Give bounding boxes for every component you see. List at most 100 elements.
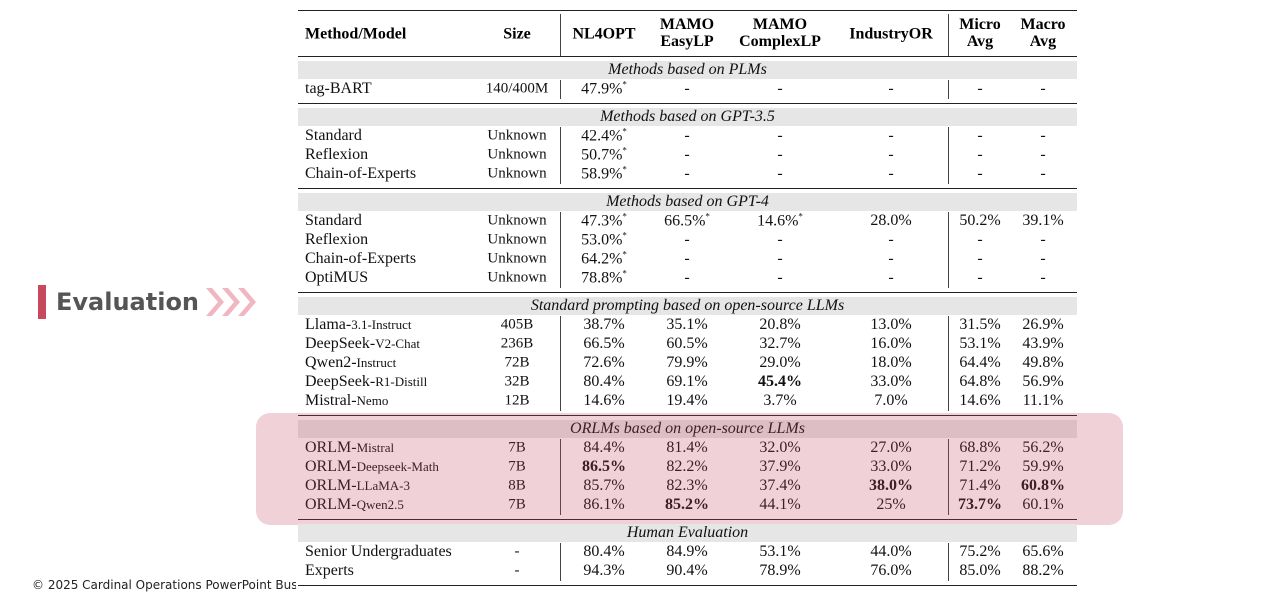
score: 60.8% — [1021, 477, 1065, 495]
method-variant: Instruct — [356, 355, 397, 370]
score: - — [977, 80, 983, 97]
method-base: OptiMUS — [305, 269, 369, 286]
score-value: 60.8% — [1021, 477, 1065, 494]
score: 82.3% — [666, 477, 708, 494]
score-value: 64.2% — [581, 250, 623, 268]
score: 85.7% — [583, 477, 625, 494]
score: 53.1% — [959, 335, 1001, 352]
score: - — [888, 269, 894, 286]
score: 53.0%* — [581, 230, 627, 249]
score-value: 78.8% — [581, 269, 623, 287]
chevrons — [206, 288, 256, 316]
column-header: IndustryOR — [849, 26, 933, 43]
score: 80.4% — [583, 373, 625, 390]
size: 405B — [500, 316, 534, 333]
column-header-line: Micro — [959, 16, 1001, 33]
score: - — [888, 80, 894, 97]
top-rule — [298, 10, 1077, 12]
score: 85.2% — [665, 496, 709, 514]
score: 18.0% — [870, 354, 912, 371]
score: 44.1% — [759, 496, 801, 513]
method-variant: Mistral — [356, 440, 395, 455]
score-value: 50.7% — [581, 146, 623, 164]
score: 33.0% — [870, 458, 912, 475]
score: 50.2% — [959, 212, 1001, 229]
score: 94.3% — [583, 562, 625, 579]
column-header: NL4OPT — [572, 26, 635, 43]
column-header: Method/Model — [305, 26, 406, 43]
column-divider — [560, 14, 561, 56]
score: 11.1% — [1022, 392, 1064, 409]
score: 80.4% — [583, 543, 625, 560]
size: Unknown — [487, 146, 547, 163]
score-value: 38.0% — [869, 477, 913, 494]
column-divider — [948, 372, 949, 392]
column-header-line: Size — [503, 25, 531, 43]
score: 71.4% — [959, 477, 1001, 494]
score-value: 85.2% — [665, 496, 709, 513]
group-rule — [298, 292, 1077, 294]
column-header: MAMO ComplexLP — [739, 16, 821, 50]
column-header-line: Method/Model — [305, 25, 407, 43]
score: 38.7% — [583, 316, 625, 333]
column-divider — [948, 457, 949, 477]
method-name: OptiMUS — [305, 269, 368, 287]
column-header-line: NL4OPT — [572, 25, 636, 43]
column-divider — [560, 476, 561, 496]
score: 64.2%* — [581, 249, 627, 268]
highlight — [256, 413, 1123, 525]
column-header: Size — [503, 26, 531, 43]
method-name: ORLM-Mistral — [305, 439, 394, 457]
column-divider — [948, 315, 949, 335]
score: 31.5% — [959, 316, 1001, 333]
footnote-mark: * — [622, 126, 627, 137]
score: 28.0% — [870, 212, 912, 229]
score: 64.4% — [959, 354, 1001, 371]
column-divider — [948, 164, 949, 184]
score: 75.2% — [959, 543, 1001, 560]
group-rule — [298, 103, 1077, 105]
score-value: 45.4% — [758, 373, 802, 390]
column-divider — [560, 315, 561, 335]
method-name: Senior Undergraduates — [305, 543, 452, 561]
method-base: ORLM- — [305, 458, 357, 475]
group-title: Methods based on GPT-4 — [606, 193, 769, 210]
footnote-mark: * — [622, 211, 627, 222]
score: 45.4% — [758, 373, 802, 391]
score: 13.0% — [870, 316, 912, 333]
heading-bar — [38, 285, 46, 319]
group-title: Methods based on PLMs — [608, 61, 767, 78]
score: 33.0% — [870, 373, 912, 390]
size: 12B — [504, 392, 530, 409]
column-divider — [948, 268, 949, 288]
score: 16.0% — [870, 335, 912, 352]
score-value: 14.6% — [757, 212, 799, 230]
score: 84.9% — [666, 543, 708, 560]
size: 32B — [504, 373, 530, 390]
score: - — [777, 165, 783, 182]
size: Unknown — [487, 127, 547, 144]
footnote-mark: * — [622, 249, 627, 260]
group-band — [298, 420, 1077, 438]
column-divider — [948, 126, 949, 146]
method-name: Standard — [305, 127, 362, 145]
score: 58.9%* — [581, 164, 627, 183]
score: 78.8%* — [581, 268, 627, 287]
score: - — [684, 80, 690, 97]
method-base: Standard — [305, 127, 362, 144]
score: 7.0% — [874, 392, 908, 409]
score: - — [977, 146, 983, 163]
column-divider — [560, 164, 561, 184]
method-variant: Deepseek-Math — [356, 459, 439, 474]
column-divider — [560, 211, 561, 231]
score: 79.9% — [666, 354, 708, 371]
score: - — [977, 165, 983, 182]
score: - — [977, 269, 983, 286]
score: 86.5% — [582, 458, 626, 476]
column-divider — [948, 211, 949, 231]
score: - — [1040, 146, 1046, 163]
score: 85.0% — [959, 562, 1001, 579]
group-band — [298, 524, 1077, 542]
group-title: Human Evaluation — [626, 524, 749, 541]
score: - — [777, 127, 783, 144]
